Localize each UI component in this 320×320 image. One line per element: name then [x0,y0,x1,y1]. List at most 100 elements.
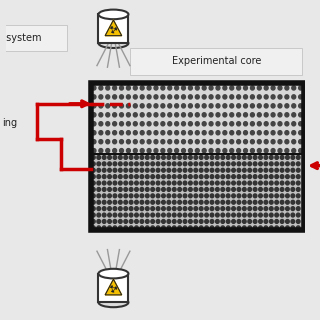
Circle shape [253,226,257,230]
Circle shape [108,194,111,198]
Circle shape [286,207,289,211]
Circle shape [97,162,100,166]
Circle shape [151,207,155,211]
Circle shape [146,175,149,179]
Circle shape [264,226,268,230]
Circle shape [264,148,268,153]
Circle shape [232,200,235,204]
Circle shape [244,122,247,126]
Circle shape [112,28,115,31]
Circle shape [199,175,203,179]
Circle shape [286,175,289,179]
Circle shape [92,207,95,211]
Circle shape [292,148,296,153]
Circle shape [230,104,234,108]
Circle shape [296,207,300,211]
Circle shape [99,86,103,90]
Circle shape [97,213,100,217]
Circle shape [188,162,192,166]
Circle shape [124,194,127,198]
Circle shape [126,86,130,90]
Circle shape [156,226,160,230]
Circle shape [181,104,186,108]
Circle shape [140,226,144,230]
Circle shape [108,181,111,185]
Circle shape [244,131,247,135]
Circle shape [243,207,246,211]
Circle shape [269,156,273,159]
Circle shape [237,95,241,99]
Circle shape [210,220,214,223]
Circle shape [257,95,261,99]
Circle shape [216,122,220,126]
Circle shape [175,122,179,126]
Circle shape [172,207,176,211]
Circle shape [140,220,144,223]
Circle shape [146,200,149,204]
Circle shape [226,207,230,211]
Circle shape [147,131,151,135]
Circle shape [195,113,199,117]
Circle shape [161,95,165,99]
Circle shape [221,175,225,179]
Circle shape [251,122,254,126]
Circle shape [264,113,268,117]
Circle shape [210,200,214,204]
Circle shape [275,168,278,172]
Circle shape [210,207,214,211]
Circle shape [99,131,103,135]
Circle shape [275,213,278,217]
Circle shape [292,140,296,144]
Circle shape [199,226,203,230]
Circle shape [168,140,172,144]
Circle shape [237,194,241,198]
Circle shape [124,207,127,211]
Circle shape [140,104,144,108]
Circle shape [199,200,203,204]
Circle shape [221,168,225,172]
Circle shape [92,131,96,135]
Circle shape [140,131,144,135]
Circle shape [202,95,206,99]
Circle shape [161,104,165,108]
Ellipse shape [99,38,128,48]
Circle shape [140,181,144,185]
Circle shape [126,113,130,117]
Circle shape [161,113,165,117]
Circle shape [237,181,241,185]
Circle shape [194,162,197,166]
Circle shape [253,213,257,217]
Circle shape [102,188,106,191]
Circle shape [264,181,268,185]
Circle shape [124,181,127,185]
Circle shape [97,226,100,230]
Circle shape [248,194,252,198]
Circle shape [147,148,151,153]
Circle shape [188,213,192,217]
Circle shape [195,131,199,135]
Circle shape [113,200,117,204]
Circle shape [205,220,208,223]
Circle shape [147,113,151,117]
Circle shape [167,156,171,159]
Circle shape [146,207,149,211]
Circle shape [175,148,179,153]
Circle shape [205,194,208,198]
Circle shape [181,148,186,153]
Circle shape [253,188,257,191]
Circle shape [291,181,295,185]
Circle shape [102,200,106,204]
Circle shape [264,162,268,166]
Circle shape [248,200,252,204]
Circle shape [291,168,295,172]
Circle shape [202,104,206,108]
Circle shape [237,162,241,166]
Circle shape [259,175,262,179]
Circle shape [135,226,138,230]
Circle shape [278,95,282,99]
Circle shape [221,181,225,185]
Circle shape [156,207,160,211]
Circle shape [232,188,235,191]
Circle shape [151,194,155,198]
Circle shape [108,188,111,191]
